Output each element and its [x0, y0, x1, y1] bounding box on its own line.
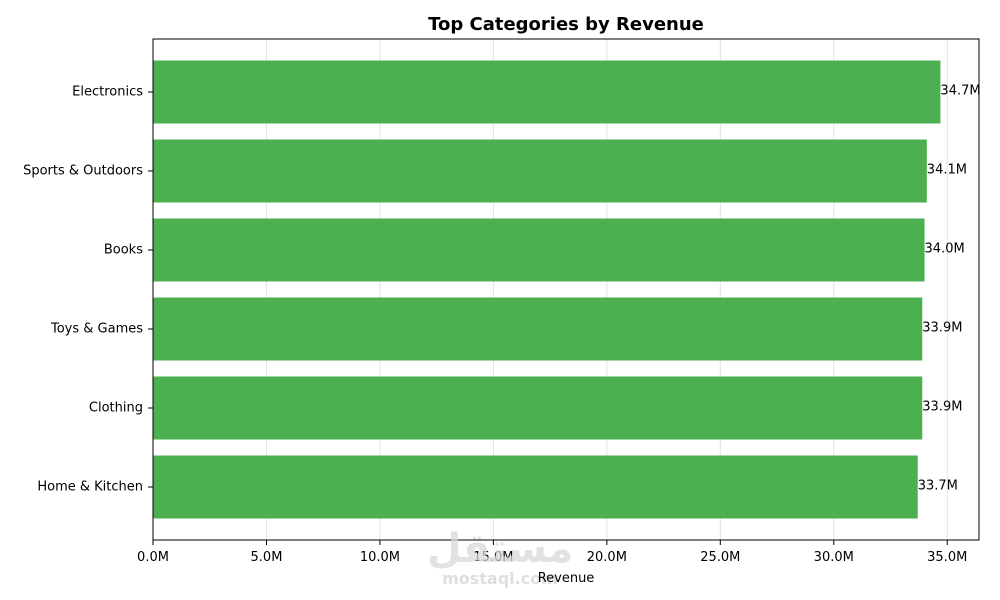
bar — [153, 60, 941, 124]
bar-value-label: 33.7M — [918, 479, 958, 494]
y-axis-ticks: Electronics Sports & Outdoors Books Toys & … — [23, 85, 153, 495]
watermark-latin: mostaql.com — [442, 569, 558, 588]
y-tick-label: Electronics — [72, 85, 143, 100]
bar-value-label: 34.7M — [940, 84, 980, 99]
x-tick-label: 30.0M — [814, 550, 854, 565]
bar — [153, 218, 925, 282]
x-tick-label: 25.0M — [700, 550, 740, 565]
x-tick-label: 0.0M — [137, 550, 169, 565]
chart-title: Top Categories by Revenue — [428, 14, 704, 35]
bar — [153, 376, 923, 440]
watermark: مستقل mostaql.com — [427, 526, 573, 588]
y-tick-label: Books — [104, 243, 143, 258]
y-tick-label: Sports & Outdoors — [23, 164, 143, 179]
x-tick-label: 35.0M — [927, 550, 967, 565]
x-axis-ticks: 0.0M 5.0M 10.0M 15.0M 20.0M 25.0M 30.0M 35.0M — [137, 540, 967, 565]
bar-value-label: 33.9M — [922, 400, 962, 415]
watermark-arabic: مستقل — [427, 526, 573, 572]
y-tick-label: Toys & Games — [50, 322, 143, 337]
bars — [153, 60, 941, 519]
bar — [153, 139, 927, 203]
bar-value-label: 33.9M — [922, 321, 962, 336]
x-axis-label: Revenue — [538, 571, 595, 586]
x-tick-label: 5.0M — [251, 550, 283, 565]
bar-value-label: 34.1M — [927, 163, 967, 178]
plot-frame — [152, 38, 980, 541]
x-tick-label: 15.0M — [473, 550, 513, 565]
x-tick-label: 20.0M — [587, 550, 627, 565]
y-tick-label: Clothing — [89, 401, 143, 416]
bar-value-label: 34.0M — [925, 242, 965, 257]
data-labels: 34.7M 34.1M 34.0M 33.9M 33.9M 33.7M — [918, 84, 981, 494]
y-tick-label: Home & Kitchen — [37, 480, 143, 495]
bar — [153, 297, 923, 361]
x-tick-label: 10.0M — [360, 550, 400, 565]
bar — [153, 455, 918, 519]
